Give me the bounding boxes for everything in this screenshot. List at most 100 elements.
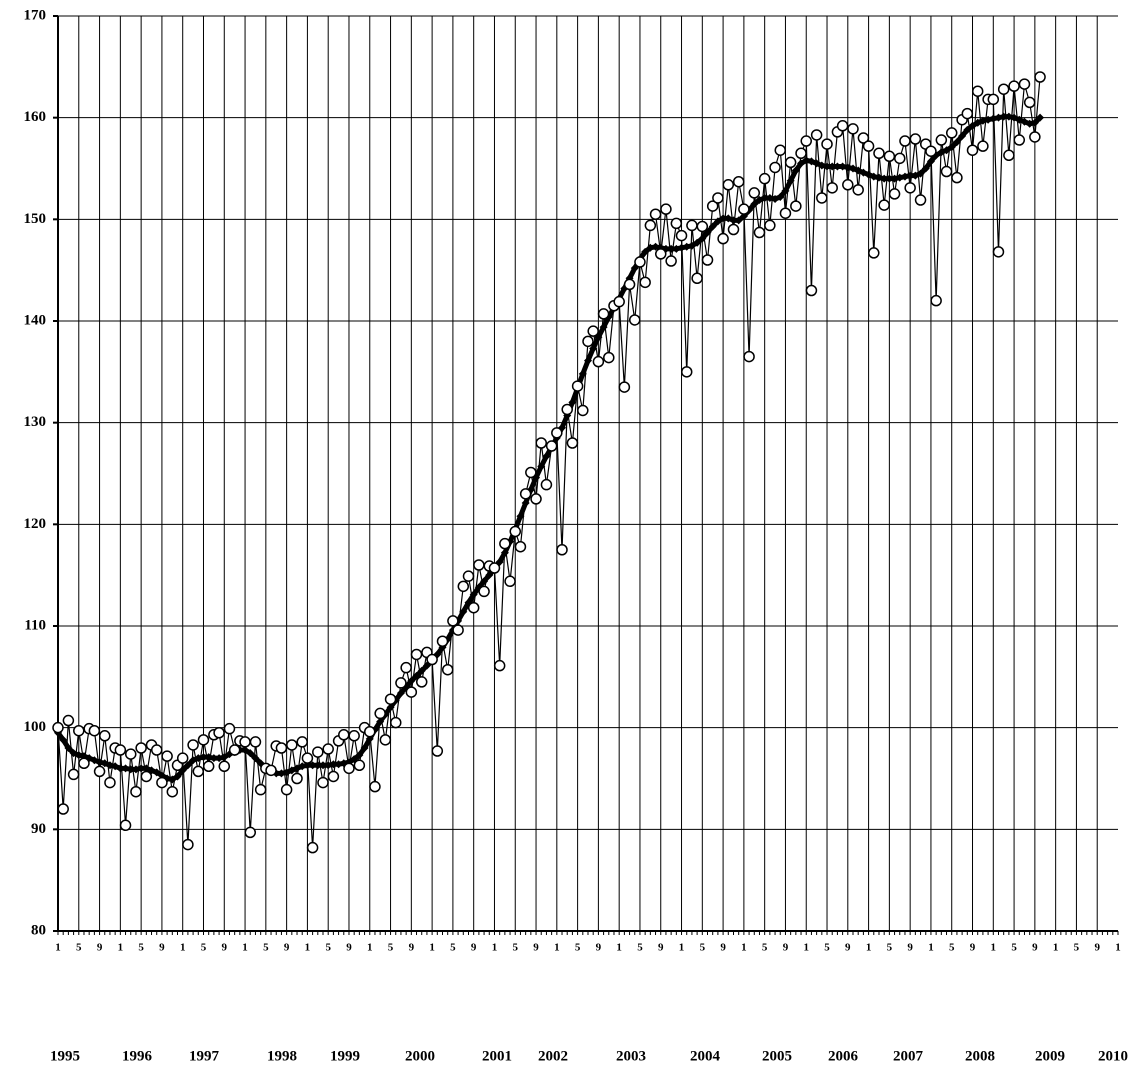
data-point (519, 488, 532, 500)
data-point (384, 693, 397, 705)
data-point (878, 199, 890, 211)
trend-point (386, 703, 395, 712)
trend-point (921, 164, 930, 173)
data-point (712, 192, 724, 204)
data-point (426, 653, 438, 666)
trend-point (251, 754, 260, 763)
x-tick-label: 9 (222, 942, 228, 954)
data-point (525, 466, 537, 479)
trend-point (578, 369, 587, 378)
data-point (810, 129, 823, 141)
x-tick-label: 9 (346, 942, 352, 954)
data-point (280, 783, 293, 796)
data-point (114, 744, 127, 756)
data-point (686, 219, 698, 232)
data-point (395, 677, 407, 689)
data-point (597, 308, 610, 320)
x-tick-label: 1 (1115, 942, 1121, 954)
trend-point (895, 173, 904, 182)
data-point (499, 537, 511, 550)
data-point (992, 246, 1005, 258)
trend-point (729, 216, 738, 225)
trend-point (978, 116, 987, 125)
data-point (748, 187, 761, 199)
x-tick-label: 1 (180, 942, 186, 954)
data-point (1029, 131, 1041, 143)
data-point (639, 276, 651, 289)
trend-point (589, 344, 598, 353)
data-point (722, 179, 735, 191)
data-point (665, 255, 677, 267)
data-point (868, 247, 880, 259)
trend-point (277, 769, 286, 778)
data-point (135, 742, 147, 754)
data-point (935, 134, 948, 146)
x-tick-label: 9 (1094, 942, 1100, 954)
trend-point (131, 765, 140, 774)
data-point (805, 284, 818, 297)
trend-point (360, 744, 369, 752)
data-point (966, 144, 979, 156)
data-point (961, 107, 974, 120)
data-point (909, 133, 922, 145)
trend-point (334, 760, 343, 769)
data-point (566, 437, 579, 449)
data-point (894, 152, 906, 165)
x-tick-label: 1 (305, 942, 311, 954)
x-tick-label: 9 (97, 942, 103, 954)
data-point (223, 722, 236, 735)
data-point (364, 725, 376, 738)
data-point (130, 785, 142, 798)
x-tick-label: 5 (949, 942, 955, 954)
data-point (187, 739, 199, 751)
data-point (62, 714, 75, 727)
trend-point (947, 143, 956, 152)
data-point (670, 217, 683, 230)
data-point (322, 743, 334, 755)
data-point (556, 544, 568, 556)
x-tick-label: 5 (762, 942, 768, 954)
trend-point (682, 242, 691, 251)
x-tick-label: 5 (637, 942, 643, 954)
year-label: 2008 (965, 1048, 995, 1064)
y-tick-label: 160 (24, 109, 47, 125)
trend-point (126, 765, 135, 774)
x-tick-label: 5 (201, 942, 207, 954)
data-point (119, 819, 132, 832)
x-tick-label: 9 (720, 942, 726, 954)
year-label: 1999 (330, 1048, 360, 1064)
trend-point (298, 762, 307, 771)
data-point (431, 745, 444, 757)
year-label: 2000 (405, 1048, 435, 1064)
x-tick-label: 1 (616, 942, 622, 954)
x-tick-label: 9 (409, 942, 415, 954)
data-point (161, 750, 173, 762)
data-point (727, 223, 740, 236)
trend-point (708, 222, 717, 231)
y-tick-label: 80 (31, 922, 46, 938)
data-point (1034, 71, 1046, 83)
x-tick-label: 5 (824, 942, 830, 954)
trend-point (542, 452, 551, 461)
year-label: 2007 (893, 1048, 924, 1064)
x-tick-label: 9 (783, 942, 789, 954)
data-point (462, 570, 475, 582)
data-point (312, 746, 324, 758)
data-point (374, 707, 386, 720)
data-point (582, 335, 594, 348)
trend-point (833, 162, 842, 171)
trend-point (698, 234, 707, 243)
x-tick-label: 5 (1074, 942, 1080, 954)
data-point (540, 478, 553, 491)
trend-point (324, 761, 333, 770)
data-point (291, 772, 303, 785)
data-point (197, 734, 210, 746)
data-point (457, 580, 470, 593)
data-point (561, 403, 573, 416)
trend-point (308, 761, 317, 770)
trend-point (734, 216, 743, 225)
data-point (176, 752, 189, 764)
data-point (732, 175, 745, 188)
data-point (338, 729, 350, 741)
data-point (104, 776, 116, 789)
